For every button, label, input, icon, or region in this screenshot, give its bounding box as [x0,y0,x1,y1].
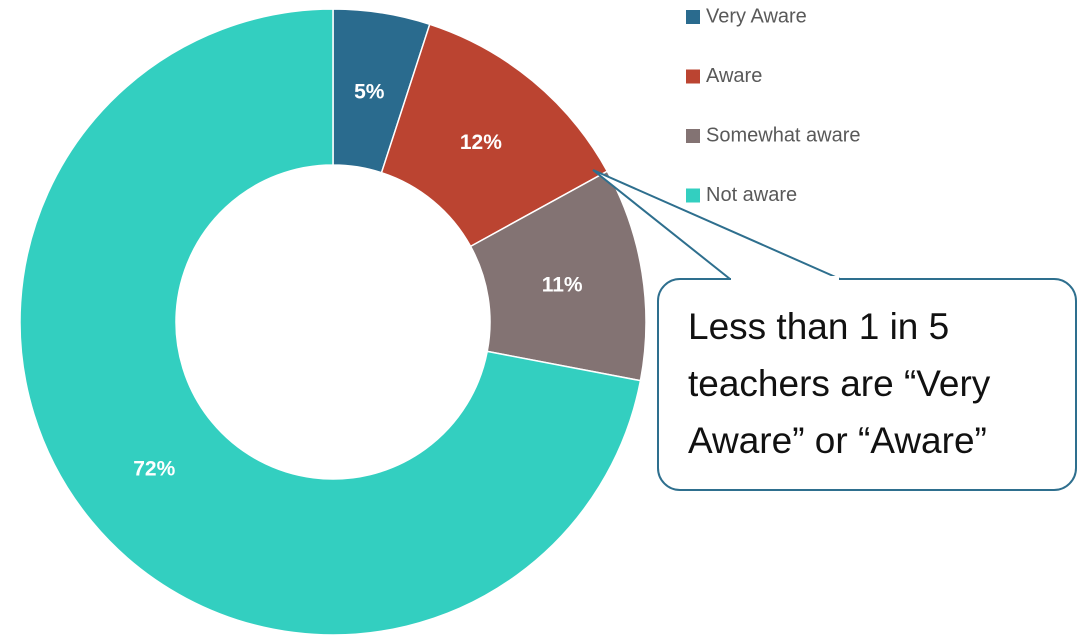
legend-swatch [686,129,700,143]
legend-label: Aware [706,65,762,87]
callout-gap [731,276,839,282]
value-label: 72% [133,457,175,480]
legend-label: Very Aware [706,5,807,27]
legend-swatch [686,10,700,24]
annotation: Aware” or “Aware” [688,420,987,461]
legend-label: Not aware [706,184,797,206]
value-label: 11% [542,273,583,296]
legend-swatch [686,188,700,203]
value-label: 5% [354,80,385,103]
legend-label: Somewhat aware [706,124,861,146]
slice [380,23,609,248]
slice [19,8,642,636]
annotation: teachers are “Very [688,363,991,404]
callout-box [657,278,1077,491]
legend-swatch [686,69,700,84]
donut [19,8,647,636]
annotation: Less than 1 in 5 [688,306,949,347]
callout: Less than 1 in 5 teachers are “Very Awar… [592,169,1077,491]
value-label: 12% [460,131,502,154]
